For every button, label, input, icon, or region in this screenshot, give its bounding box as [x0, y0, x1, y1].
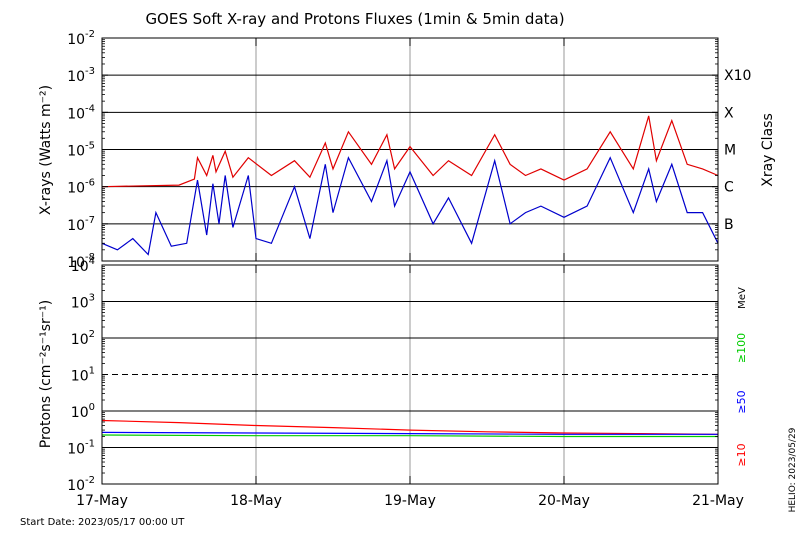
proton-legend-entry: ≥10: [735, 443, 748, 466]
xray-class-label: B: [724, 217, 734, 233]
series-line-xray_long: [101, 115, 719, 188]
series-line-≥50: [101, 431, 718, 435]
xray-class-label: X: [724, 105, 734, 121]
proton-unit-label: MeV: [737, 287, 748, 309]
proton-legend-entry: ≥50: [735, 390, 748, 413]
proton-legend-entry: ≥100: [735, 333, 748, 363]
xray-class-label: M: [724, 143, 736, 159]
x-tick-label: 18-May: [230, 493, 282, 509]
xray-ylabel: X-rays (Watts m⁻²): [38, 85, 54, 215]
x-tick-label: 17-May: [76, 493, 128, 509]
x-tick-label: 20-May: [538, 493, 590, 509]
xray-class-title: Xray Class: [760, 113, 776, 187]
proton-ylabel: Protons (cm⁻²s⁻¹sr⁻¹): [38, 300, 54, 449]
series-line-xray_short: [101, 156, 719, 256]
xray-class-label: X10: [724, 68, 751, 84]
x-tick-label: 21-May: [692, 493, 744, 509]
xray-class-label: C: [724, 180, 734, 196]
chart-title: GOES Soft X-ray and Protons Fluxes (1min…: [145, 10, 564, 28]
x-tick-label: 19-May: [384, 493, 436, 509]
start-date-label: Start Date: 2023/05/17 00:00 UT: [20, 517, 185, 528]
series-line-≥100: [101, 434, 718, 438]
series-line-≥10: [101, 419, 719, 435]
helio-stamp: HELIO: 2023/05/29: [788, 427, 798, 512]
